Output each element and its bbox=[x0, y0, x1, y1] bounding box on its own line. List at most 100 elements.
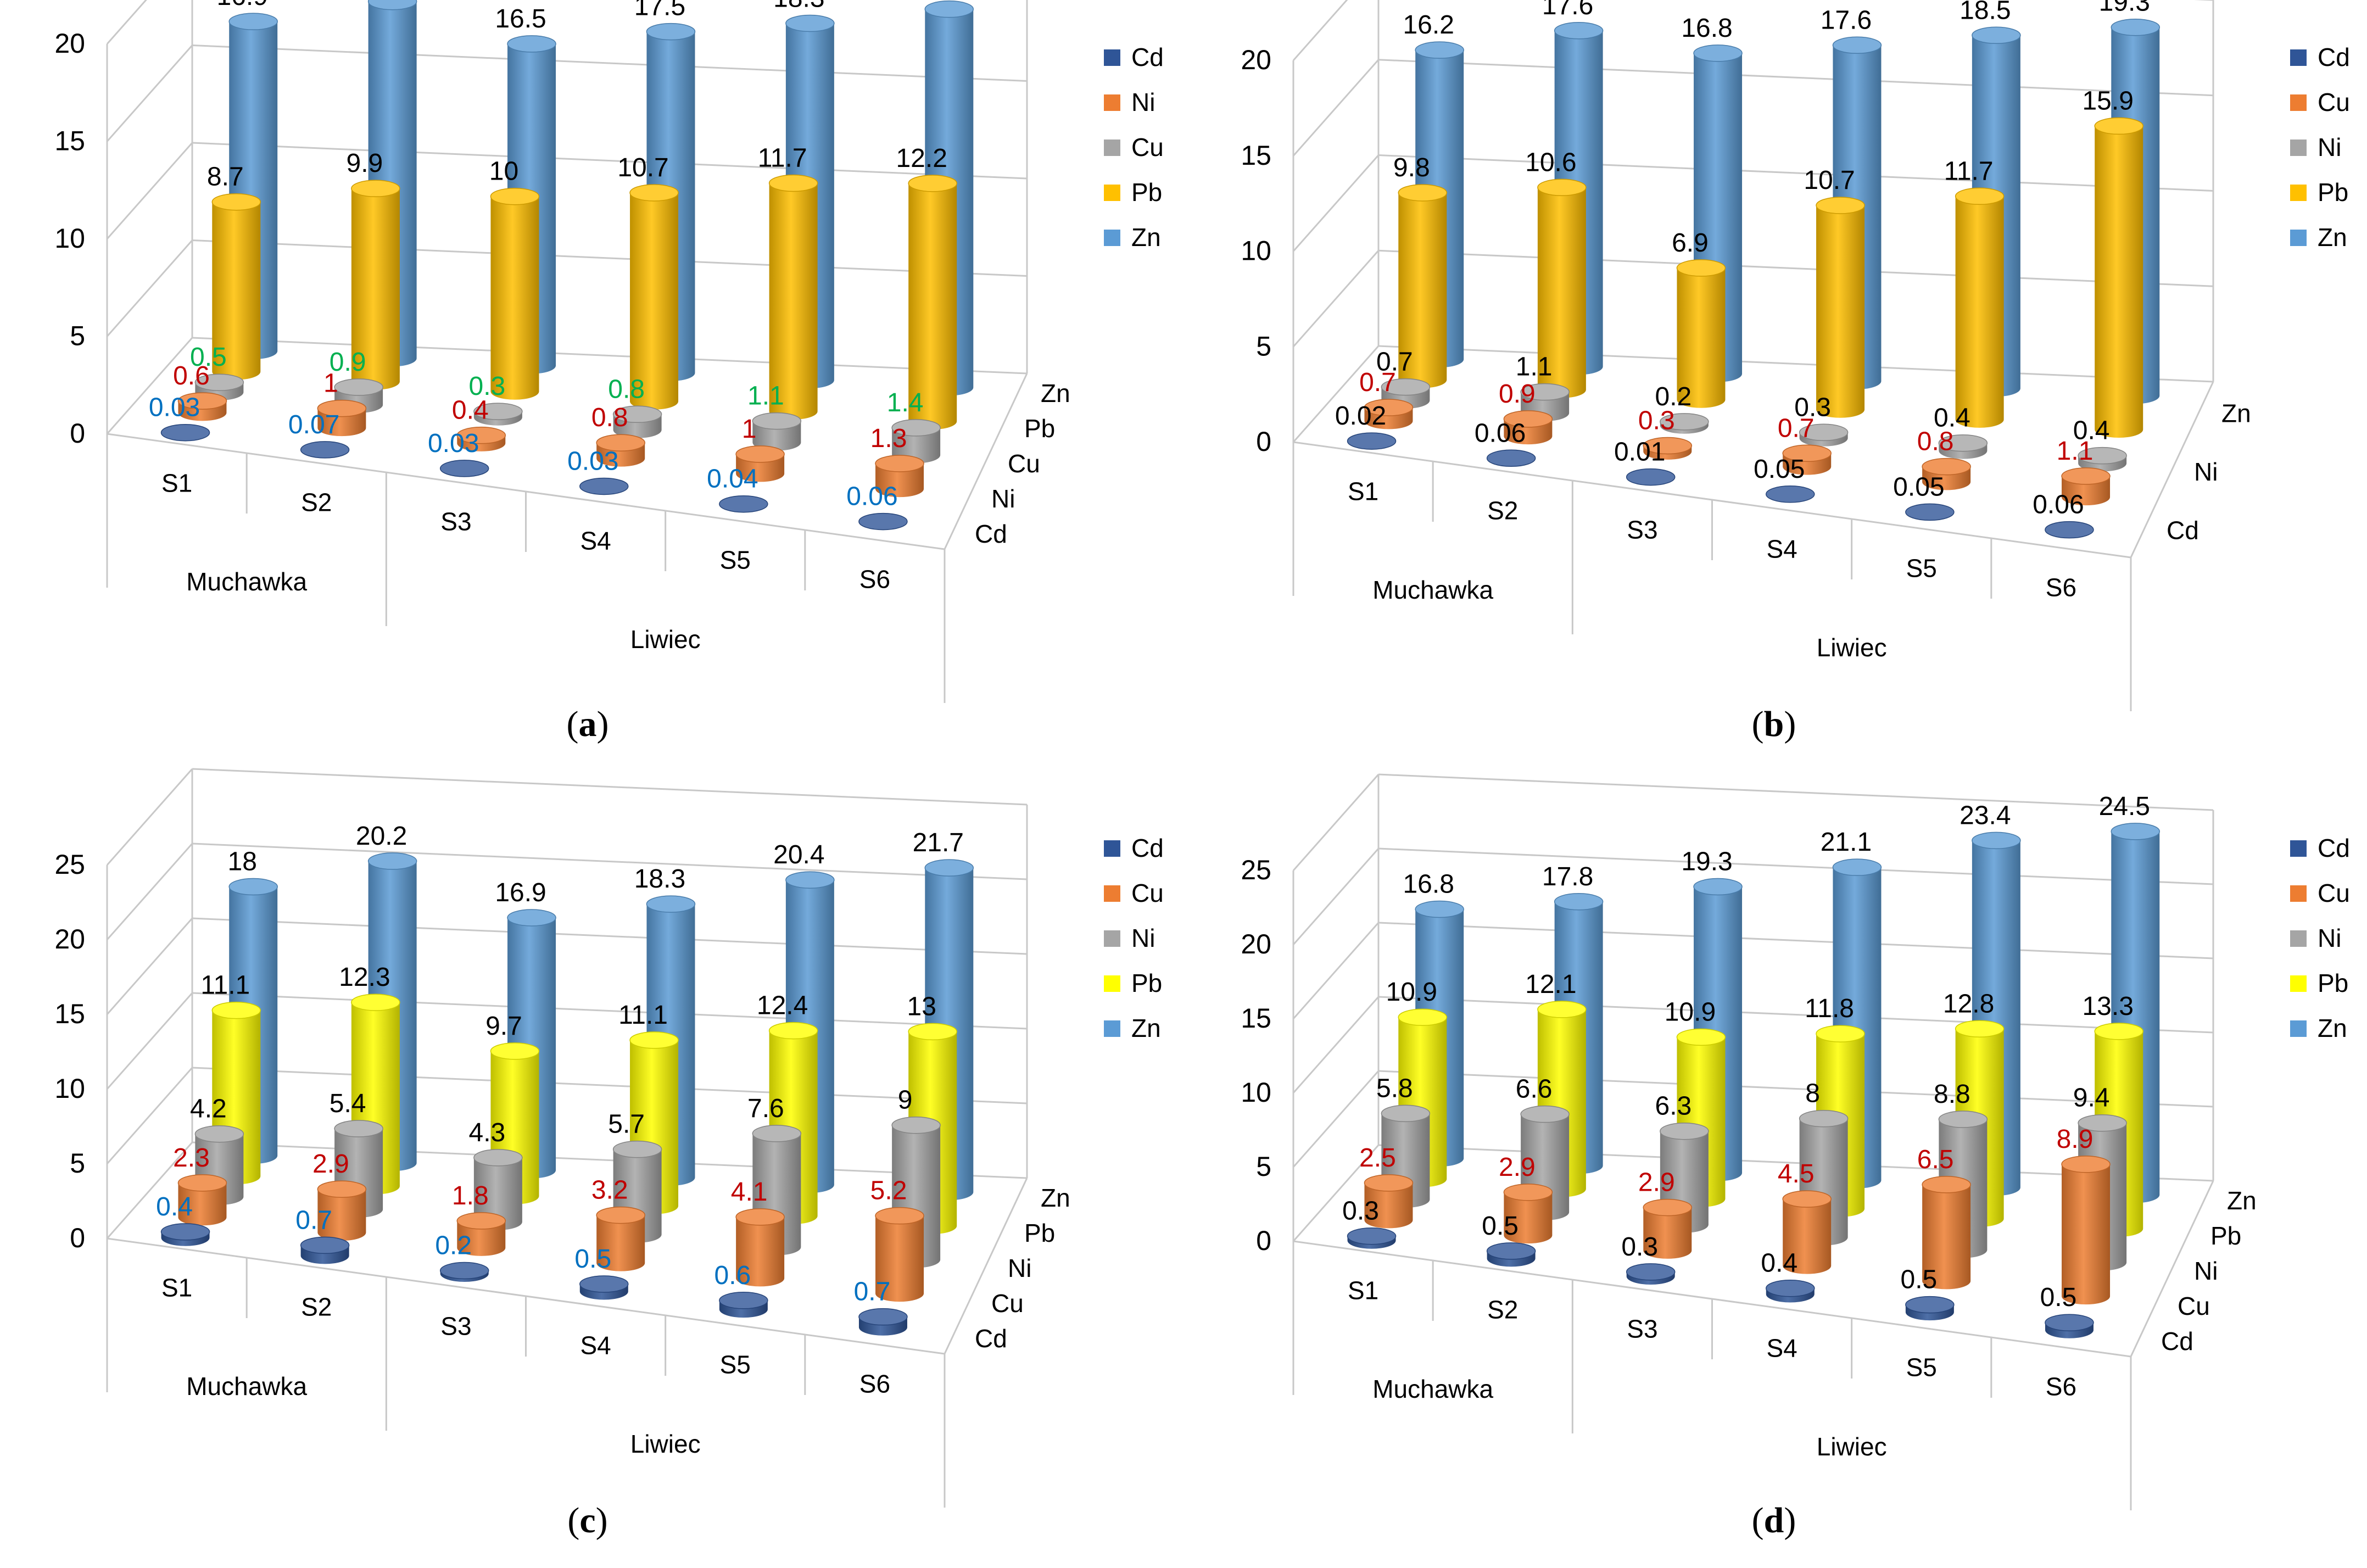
bar-top bbox=[1643, 437, 1693, 455]
x-category-label: S1 bbox=[1348, 1276, 1378, 1305]
legend-label: Cu bbox=[2318, 879, 2350, 907]
bar-top bbox=[1955, 1020, 2005, 1038]
depth-axis-label: Ni bbox=[991, 484, 1015, 513]
data-label: 12.1 bbox=[1525, 970, 1576, 999]
bar-top bbox=[317, 1180, 367, 1198]
y-tick-label: 0 bbox=[70, 1223, 85, 1253]
bar-top bbox=[1347, 1227, 1397, 1245]
caption-open-paren: ( bbox=[567, 1500, 579, 1541]
bar-cu-s6 bbox=[2061, 1156, 2111, 1305]
data-label: 0.2 bbox=[435, 1231, 472, 1260]
legend-label: Ni bbox=[1131, 924, 1155, 952]
bar-cu-s6 bbox=[891, 419, 941, 464]
legend-swatch-pb bbox=[2290, 185, 2307, 201]
data-label: 19.3 bbox=[1681, 847, 1732, 877]
bar-top bbox=[785, 14, 835, 32]
data-label: 0.03 bbox=[149, 393, 200, 422]
bar-top bbox=[439, 460, 489, 477]
bar-top bbox=[1832, 858, 1882, 876]
data-label: 1 bbox=[742, 415, 757, 444]
gridline-back bbox=[192, 1067, 1028, 1104]
data-label: 0.4 bbox=[1934, 404, 1970, 433]
bar-top bbox=[211, 193, 261, 211]
chart-frame bbox=[1292, 773, 2214, 1358]
bar-cd-s5 bbox=[719, 1292, 768, 1318]
bar-cd-s3 bbox=[439, 460, 489, 477]
bar-top bbox=[2061, 467, 2111, 485]
data-label: 12.3 bbox=[339, 963, 390, 992]
data-label: 8.8 bbox=[1934, 1080, 1970, 1109]
y-tick-label: 15 bbox=[54, 126, 85, 157]
bars bbox=[160, 0, 974, 531]
x-category-label: S2 bbox=[1487, 1296, 1518, 1324]
bar-body bbox=[178, 1182, 227, 1226]
bar-ni-s5 bbox=[735, 445, 785, 482]
gridline-back bbox=[192, 917, 1028, 955]
x-category-label: S5 bbox=[1906, 554, 1937, 583]
x-category-label: S5 bbox=[720, 1351, 751, 1379]
bar-top bbox=[1693, 878, 1743, 896]
gridline-back bbox=[1378, 847, 2214, 885]
bar-cd-s5 bbox=[1905, 1296, 1955, 1321]
data-label: 23.4 bbox=[1960, 801, 2011, 830]
x-category-label: S4 bbox=[580, 527, 611, 555]
x-category-label: S2 bbox=[1487, 496, 1518, 525]
bar-top bbox=[875, 455, 924, 472]
data-label: 0.5 bbox=[574, 1245, 611, 1274]
gridline-side bbox=[106, 768, 193, 866]
data-label: 2.9 bbox=[1499, 1153, 1536, 1182]
group-label: Muchawka bbox=[1372, 576, 1493, 604]
bars bbox=[1347, 823, 2161, 1338]
caption-open-paren: ( bbox=[567, 704, 579, 744]
bar-cu-s6 bbox=[875, 1207, 924, 1302]
data-label: 9.8 bbox=[1393, 153, 1430, 182]
data-label: 16.8 bbox=[1681, 14, 1732, 43]
data-label: 17.5 bbox=[634, 0, 685, 21]
bar-body bbox=[875, 463, 924, 498]
legend-label: Pb bbox=[2318, 178, 2348, 207]
bar-cu-s3 bbox=[473, 403, 523, 426]
gridline-side bbox=[1292, 345, 1380, 443]
bar-top bbox=[1398, 184, 1448, 202]
data-label: 13 bbox=[907, 992, 936, 1021]
gridline-back bbox=[1378, 345, 2214, 383]
bar-ni-s3 bbox=[1660, 413, 1709, 434]
bar-top bbox=[858, 1308, 908, 1326]
bar-cu-s5 bbox=[1922, 457, 1971, 490]
legend-label: Pb bbox=[1131, 969, 1162, 997]
data-label: 0.4 bbox=[1761, 1249, 1797, 1278]
depth-axis-label: Ni bbox=[2194, 457, 2218, 486]
y-tick-label: 25 bbox=[1241, 855, 1271, 885]
bar-pb-s1 bbox=[1398, 184, 1448, 388]
bar-body bbox=[2095, 126, 2143, 438]
data-label: 16.2 bbox=[1403, 10, 1454, 40]
bar-top bbox=[2078, 447, 2127, 465]
bar-top bbox=[768, 174, 818, 192]
group-label: Liwiec bbox=[630, 1430, 701, 1458]
bar-cd-s4 bbox=[1766, 1279, 1815, 1303]
bar-top bbox=[507, 35, 556, 53]
data-label: 0.6 bbox=[714, 1261, 751, 1290]
caption-close-paren: ) bbox=[1784, 704, 1796, 744]
bar-top bbox=[858, 512, 908, 531]
bar-top bbox=[1766, 1279, 1815, 1297]
data-label: 0.8 bbox=[591, 403, 628, 432]
bar-top bbox=[1922, 457, 1971, 476]
legend-label: Zn bbox=[2318, 223, 2347, 252]
gridline-back bbox=[192, 142, 1028, 180]
data-label: 0.04 bbox=[707, 465, 758, 494]
data-label: 6.9 bbox=[1672, 228, 1709, 258]
bar-top bbox=[1537, 1001, 1587, 1018]
data-label: 1.8 bbox=[452, 1181, 489, 1210]
bar-cu-s5 bbox=[735, 1208, 785, 1287]
legend-swatch-cu bbox=[2290, 885, 2307, 902]
bar-body bbox=[1537, 187, 1586, 398]
y-tick-label: 25 bbox=[54, 849, 85, 880]
legend: Cd Cu Ni Pb Zn bbox=[1104, 834, 1164, 1042]
legend-label: Pb bbox=[2318, 969, 2348, 997]
floor-right-edge bbox=[944, 1178, 1028, 1354]
bar-top bbox=[2094, 1023, 2143, 1040]
data-label: 0.3 bbox=[1638, 406, 1675, 435]
bar-cd-s4 bbox=[1766, 486, 1815, 503]
data-label: 9 bbox=[898, 1086, 913, 1115]
